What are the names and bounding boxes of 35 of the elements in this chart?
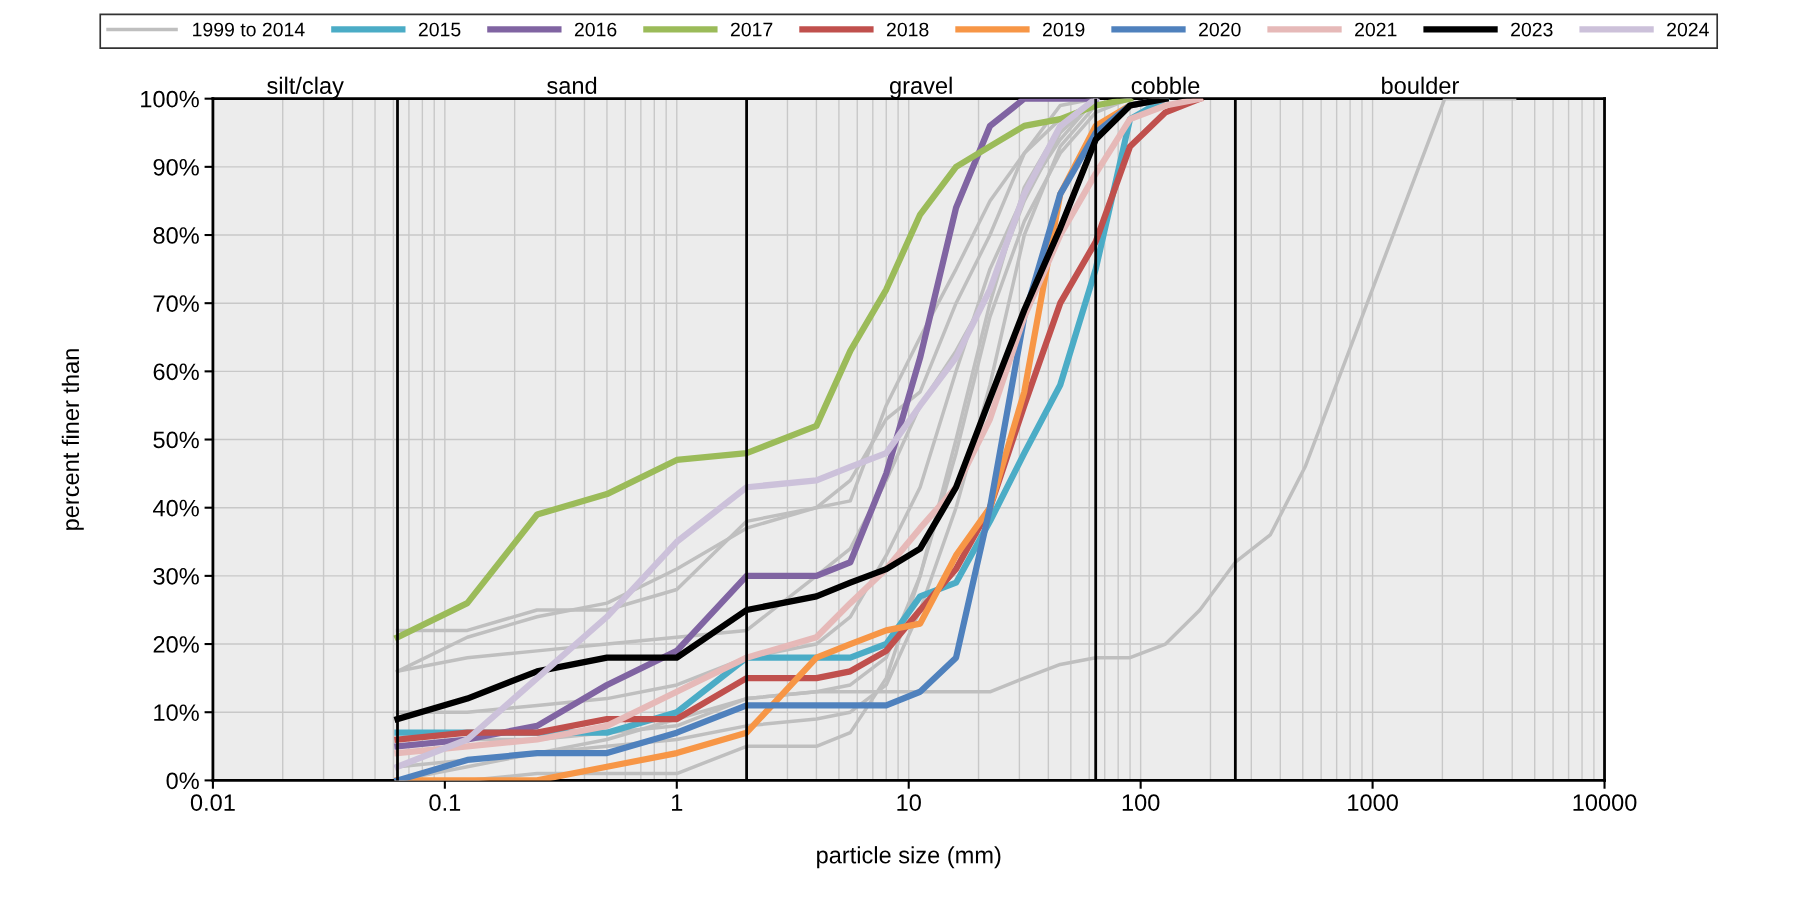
x-tick-label: 1 xyxy=(672,794,683,811)
legend-label: 2018 xyxy=(887,22,929,37)
legend-label: 2024 xyxy=(1667,22,1709,37)
y-tick-label: 10% xyxy=(154,704,199,722)
x-tick-label: 10 xyxy=(897,794,921,811)
y-tick-label: 40% xyxy=(153,499,199,517)
x-tick-label: 100 xyxy=(1122,794,1160,811)
band-label: boulder xyxy=(1382,76,1459,94)
x-tick-label: 10000 xyxy=(1573,794,1637,811)
y-tick-label: 80% xyxy=(153,227,199,244)
legend-label: 2019 xyxy=(1043,22,1085,37)
legend-label: 2017 xyxy=(730,22,773,37)
y-tick-label: 70% xyxy=(153,295,199,312)
y-tick-label: 90% xyxy=(153,158,199,176)
band-label: silt/clay xyxy=(267,76,344,99)
x-axis-title: particle size (mm) xyxy=(817,846,1001,869)
band-label: cobble xyxy=(1131,76,1200,94)
legend-label: 2023 xyxy=(1511,22,1553,37)
legend-label: 2016 xyxy=(574,22,617,37)
x-tick-label: 1000 xyxy=(1348,794,1398,811)
y-tick-label: 30% xyxy=(153,567,199,585)
y-tick-label: 50% xyxy=(153,431,199,449)
x-tick-label: 0.1 xyxy=(429,794,461,811)
y-tick-label: 100% xyxy=(141,90,199,108)
legend-label: 2020 xyxy=(1199,22,1241,37)
y-tick-label: 20% xyxy=(153,636,199,653)
y-axis-title: percent finer than xyxy=(61,349,84,530)
band-label: sand xyxy=(547,76,597,94)
x-tick-label: 0.01 xyxy=(190,794,235,811)
band-label: gravel xyxy=(889,76,952,99)
legend-label: 2021 xyxy=(1355,22,1397,37)
y-tick-label: 60% xyxy=(153,363,199,381)
y-tick-label: 0% xyxy=(166,772,199,790)
legend-label: 2015 xyxy=(418,22,461,37)
legend-label: 1999 to 2014 xyxy=(193,22,305,37)
